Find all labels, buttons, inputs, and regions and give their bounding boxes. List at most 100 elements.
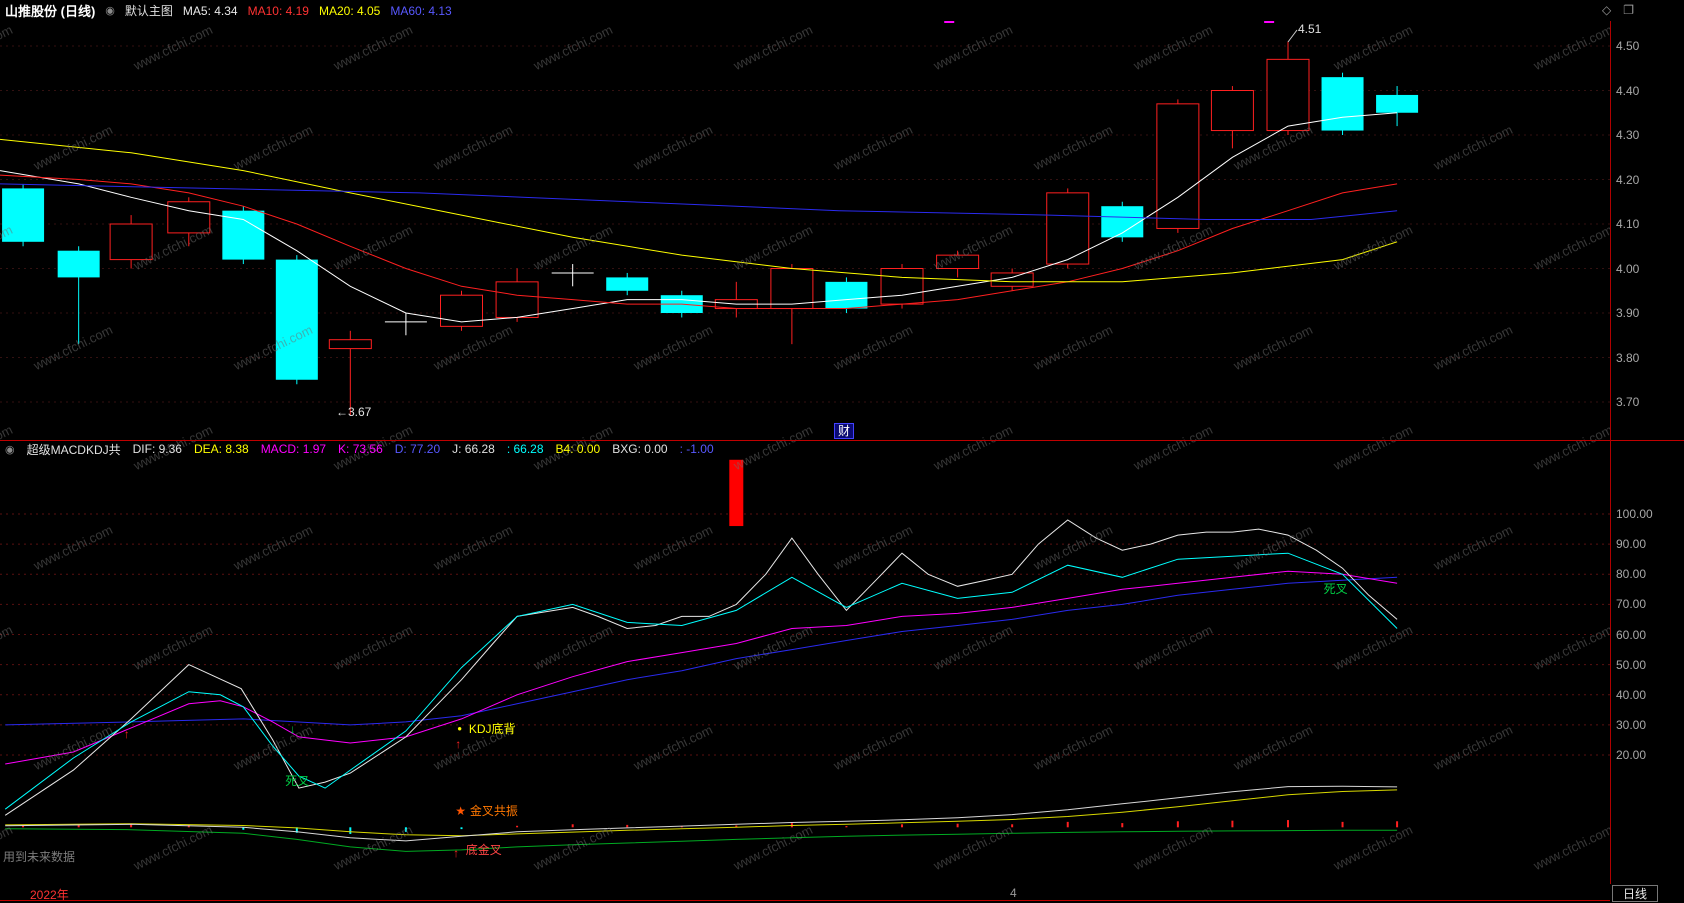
candle-body: [1266, 58, 1310, 132]
indicator-value-label: : -1.00: [679, 442, 714, 456]
year-label: 2022年: [30, 888, 69, 902]
candle-body: [2, 188, 45, 242]
indicator-line-绿线: [5, 828, 1398, 852]
indicator-value-label: K: 73.56: [338, 442, 383, 456]
candle-body: [222, 210, 265, 260]
indicator-value-label: DIF: 9.36: [132, 442, 182, 456]
candle-body: [1210, 90, 1254, 132]
macd-bar: [130, 823, 133, 828]
panel-divider: [0, 440, 1684, 441]
axis-tick-label: 4.20: [1616, 172, 1640, 187]
macd-bar: [1011, 824, 1014, 828]
indicator-value-label: BXG: 0.00: [612, 442, 668, 456]
axis-tick-label: 90.00: [1616, 537, 1647, 552]
candle-body: [606, 277, 649, 291]
candle-body: [167, 201, 211, 234]
axis-tick-label: 30.00: [1616, 717, 1647, 732]
time-axis: 2022年 4 日线: [0, 884, 1684, 903]
window-controls: ◇ ❐: [1602, 3, 1634, 17]
macd-bar: [22, 824, 25, 828]
signal-bar: [729, 459, 744, 527]
indicator-value-label: D: 77.20: [394, 442, 441, 456]
candle-body: [825, 281, 868, 309]
template-icon: ◉: [105, 5, 115, 17]
axis-border-line: [1610, 21, 1611, 884]
alert-mark: [1264, 21, 1275, 23]
candle-body: [770, 268, 814, 310]
macd-bar: [404, 827, 407, 832]
month-label: 4: [1010, 886, 1017, 900]
candle-body: [328, 339, 372, 350]
macd-bar: [956, 823, 959, 828]
ma-value-label: MA60: 4.13: [390, 3, 452, 18]
price-axis: 4.50 4.40 4.30 4.20 4.10 4.00 3.90 3.80 3.70 100.…: [1616, 0, 1684, 903]
indicator-value-label: : 66.28: [506, 442, 544, 456]
indicator-value-label: DEA: 8.38: [193, 442, 249, 456]
macd-bar: [1231, 820, 1234, 828]
indicator-panel[interactable]: [0, 456, 1610, 884]
macd-bar: [680, 826, 683, 828]
axis-tick-label: 80.00: [1616, 567, 1647, 582]
macd-bar: [242, 827, 245, 830]
main-chart-header: 山推股份 (日线) ◉ 默认主图 MA5: 4.34 MA10: 4.19 MA20…: [0, 0, 1684, 21]
template-name[interactable]: 默认主图: [124, 4, 173, 18]
alert-mark: [944, 21, 955, 23]
axis-tick-label: 4.00: [1616, 261, 1640, 276]
ma-line-MA20: [0, 138, 1398, 283]
macd-bar: [1176, 821, 1179, 828]
axis-tick-label: 4.10: [1616, 217, 1640, 231]
candlestick-chart[interactable]: [0, 21, 1610, 425]
macd-bar: [1396, 821, 1399, 828]
axis-tick-label: 3.80: [1616, 350, 1640, 365]
macd-bar: [77, 824, 80, 828]
macd-bar: [1341, 821, 1344, 828]
axis-tick-label: 60.00: [1616, 627, 1647, 642]
period-selector[interactable]: 日线: [1612, 885, 1658, 902]
indicator-line-K: [4, 552, 1398, 810]
stock-title: 山推股份 (日线): [5, 4, 96, 19]
indicator-values: DIF: 9.36 DEA: 8.38 MACD: 1.97 K: 73.56 D: 7…: [133, 442, 714, 456]
candle-body: [1046, 192, 1090, 265]
pin-icon[interactable]: ◇: [1602, 3, 1612, 17]
axis-tick-label: 4.50: [1616, 39, 1640, 53]
macd-bar: [1287, 820, 1289, 828]
macd-bar: [571, 824, 574, 828]
indicator-header: ◉ 超级MACDKDJ共 DIF: 9.36 DEA: 8.38 MACD: 1.9…: [0, 442, 1610, 457]
candle-body: [936, 254, 980, 269]
macd-bar: [516, 825, 519, 828]
macd-bar: [626, 824, 629, 828]
future-data-note: 用到未来数据: [3, 850, 76, 864]
bottom-red-line: [0, 900, 1610, 901]
candle-body: [1376, 94, 1419, 113]
candle-body: [275, 259, 318, 380]
indicator-line-D: [5, 570, 1398, 765]
candle-body: [990, 272, 1034, 287]
indicator-chart[interactable]: [0, 456, 1610, 884]
ma-value-label: MA20: 4.05: [318, 3, 381, 18]
candle-body: [880, 268, 924, 305]
axis-tick-label: 100.00: [1616, 507, 1653, 521]
restore-window-icon[interactable]: ❐: [1623, 3, 1634, 17]
macd-bar: [1066, 821, 1069, 828]
candle-body: [109, 223, 153, 261]
ma-line-MA5: [0, 112, 1398, 323]
axis-tick-label: 4.40: [1616, 83, 1640, 98]
candlestick-panel[interactable]: [0, 21, 1610, 425]
candle-body: [1321, 77, 1364, 131]
macd-bar: [1121, 823, 1124, 828]
axis-tick-label: 20.00: [1616, 748, 1647, 762]
axis-tick-label: 4.30: [1616, 128, 1640, 142]
axis-tick-label: 3.70: [1616, 395, 1640, 409]
ma-values: MA5: 4.34 MA10: 4.19 MA20: 4.05 MA60: 4.13: [183, 4, 452, 18]
indicator-value-label: MACD: 1.97: [260, 442, 327, 456]
indicator-value-label: J: 66.28: [452, 442, 495, 456]
axis-tick-label: 40.00: [1616, 687, 1647, 702]
ma-line-MA60: [0, 183, 1398, 220]
ma-value-label: MA10: 4.19: [247, 3, 309, 18]
axis-tick-label: 3.90: [1616, 306, 1640, 320]
macd-bar: [845, 826, 848, 828]
financial-report-tag[interactable]: 财: [834, 423, 855, 439]
indicator-name[interactable]: 超级MACDKDJ共: [26, 442, 121, 457]
macd-bar: [901, 824, 904, 828]
